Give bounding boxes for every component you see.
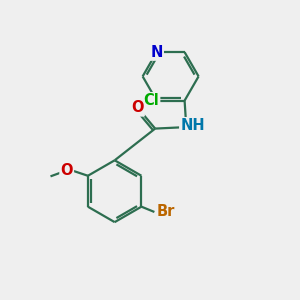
Text: O: O <box>131 100 144 116</box>
Text: O: O <box>60 163 73 178</box>
Text: N: N <box>150 45 163 60</box>
Text: Br: Br <box>157 205 176 220</box>
Text: Cl: Cl <box>143 93 159 108</box>
Text: NH: NH <box>180 118 205 133</box>
